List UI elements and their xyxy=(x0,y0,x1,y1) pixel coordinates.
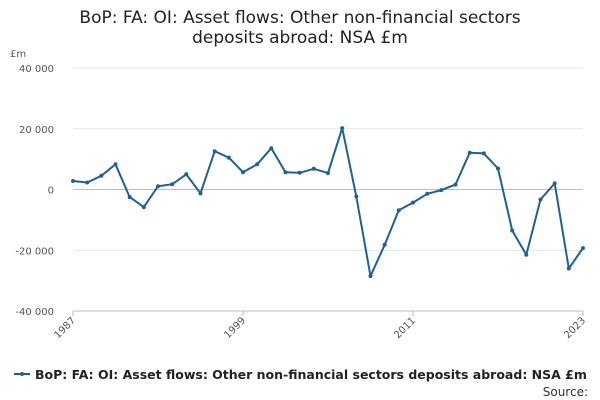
data-point[interactable] xyxy=(99,173,104,178)
chart-title-line-2: deposits abroad: NSA £m xyxy=(192,28,408,48)
x-axis-ticks: 1987 1999 2011 2023 xyxy=(52,311,588,341)
data-point[interactable] xyxy=(71,179,75,183)
data-point[interactable] xyxy=(467,150,472,155)
data-point[interactable] xyxy=(425,191,430,196)
data-point[interactable] xyxy=(340,126,345,131)
data-point[interactable] xyxy=(283,170,288,175)
gridlines xyxy=(73,67,583,312)
data-point[interactable] xyxy=(127,195,132,200)
data-point[interactable] xyxy=(368,274,373,279)
x-tick-label: 1999 xyxy=(222,315,248,341)
series-line xyxy=(72,127,584,278)
data-point[interactable] xyxy=(396,208,401,213)
data-point[interactable] xyxy=(156,184,160,189)
legend-marker-swatch xyxy=(20,372,24,376)
data-point[interactable] xyxy=(524,252,529,257)
y-tick-label: -20 000 xyxy=(15,246,54,257)
data-point[interactable] xyxy=(269,146,274,151)
y-tick-label: 40 000 xyxy=(19,64,54,75)
chart-title-line-1: BoP: FA: OI: Asset flows: Other non-fina… xyxy=(79,8,520,28)
data-point[interactable] xyxy=(496,166,500,171)
data-point[interactable] xyxy=(552,181,557,186)
x-tick-label: 2023 xyxy=(562,315,588,341)
data-point[interactable] xyxy=(212,149,217,154)
data-point[interactable] xyxy=(184,172,189,177)
data-point[interactable] xyxy=(198,191,203,196)
y-tick-label: 20 000 xyxy=(19,125,54,136)
data-point[interactable] xyxy=(510,228,515,233)
data-point[interactable] xyxy=(481,151,486,156)
data-point[interactable] xyxy=(453,182,458,187)
x-tick-label: 2011 xyxy=(392,315,418,341)
y-axis-ticks: 40 000 20 000 0 -20 000 -40 000 xyxy=(15,64,54,318)
data-point[interactable] xyxy=(439,188,444,193)
data-point[interactable] xyxy=(326,171,330,176)
data-point[interactable] xyxy=(241,170,245,175)
data-point[interactable] xyxy=(255,162,260,167)
data-point[interactable] xyxy=(538,197,543,202)
data-point[interactable] xyxy=(581,246,585,251)
series-group xyxy=(71,126,585,279)
legend-label: BoP: FA: OI: Asset flows: Other non-fina… xyxy=(35,367,587,382)
data-point[interactable] xyxy=(382,242,387,247)
data-point[interactable] xyxy=(113,162,118,167)
legend[interactable]: BoP: FA: OI: Asset flows: Other non-fina… xyxy=(14,367,587,382)
data-point[interactable] xyxy=(566,266,571,271)
y-axis-unit-label: £m xyxy=(10,49,26,60)
data-point[interactable] xyxy=(354,194,359,199)
data-point[interactable] xyxy=(311,166,316,171)
y-tick-label: 0 xyxy=(48,186,54,197)
data-point[interactable] xyxy=(85,180,90,185)
x-tick-label: 1987 xyxy=(52,315,78,341)
data-point[interactable] xyxy=(297,170,302,175)
data-point[interactable] xyxy=(226,155,231,160)
data-point[interactable] xyxy=(411,200,415,205)
y-tick-label: -40 000 xyxy=(15,307,54,318)
source-label: Source: xyxy=(543,385,588,399)
data-point[interactable] xyxy=(170,182,175,187)
data-point[interactable] xyxy=(141,205,146,210)
